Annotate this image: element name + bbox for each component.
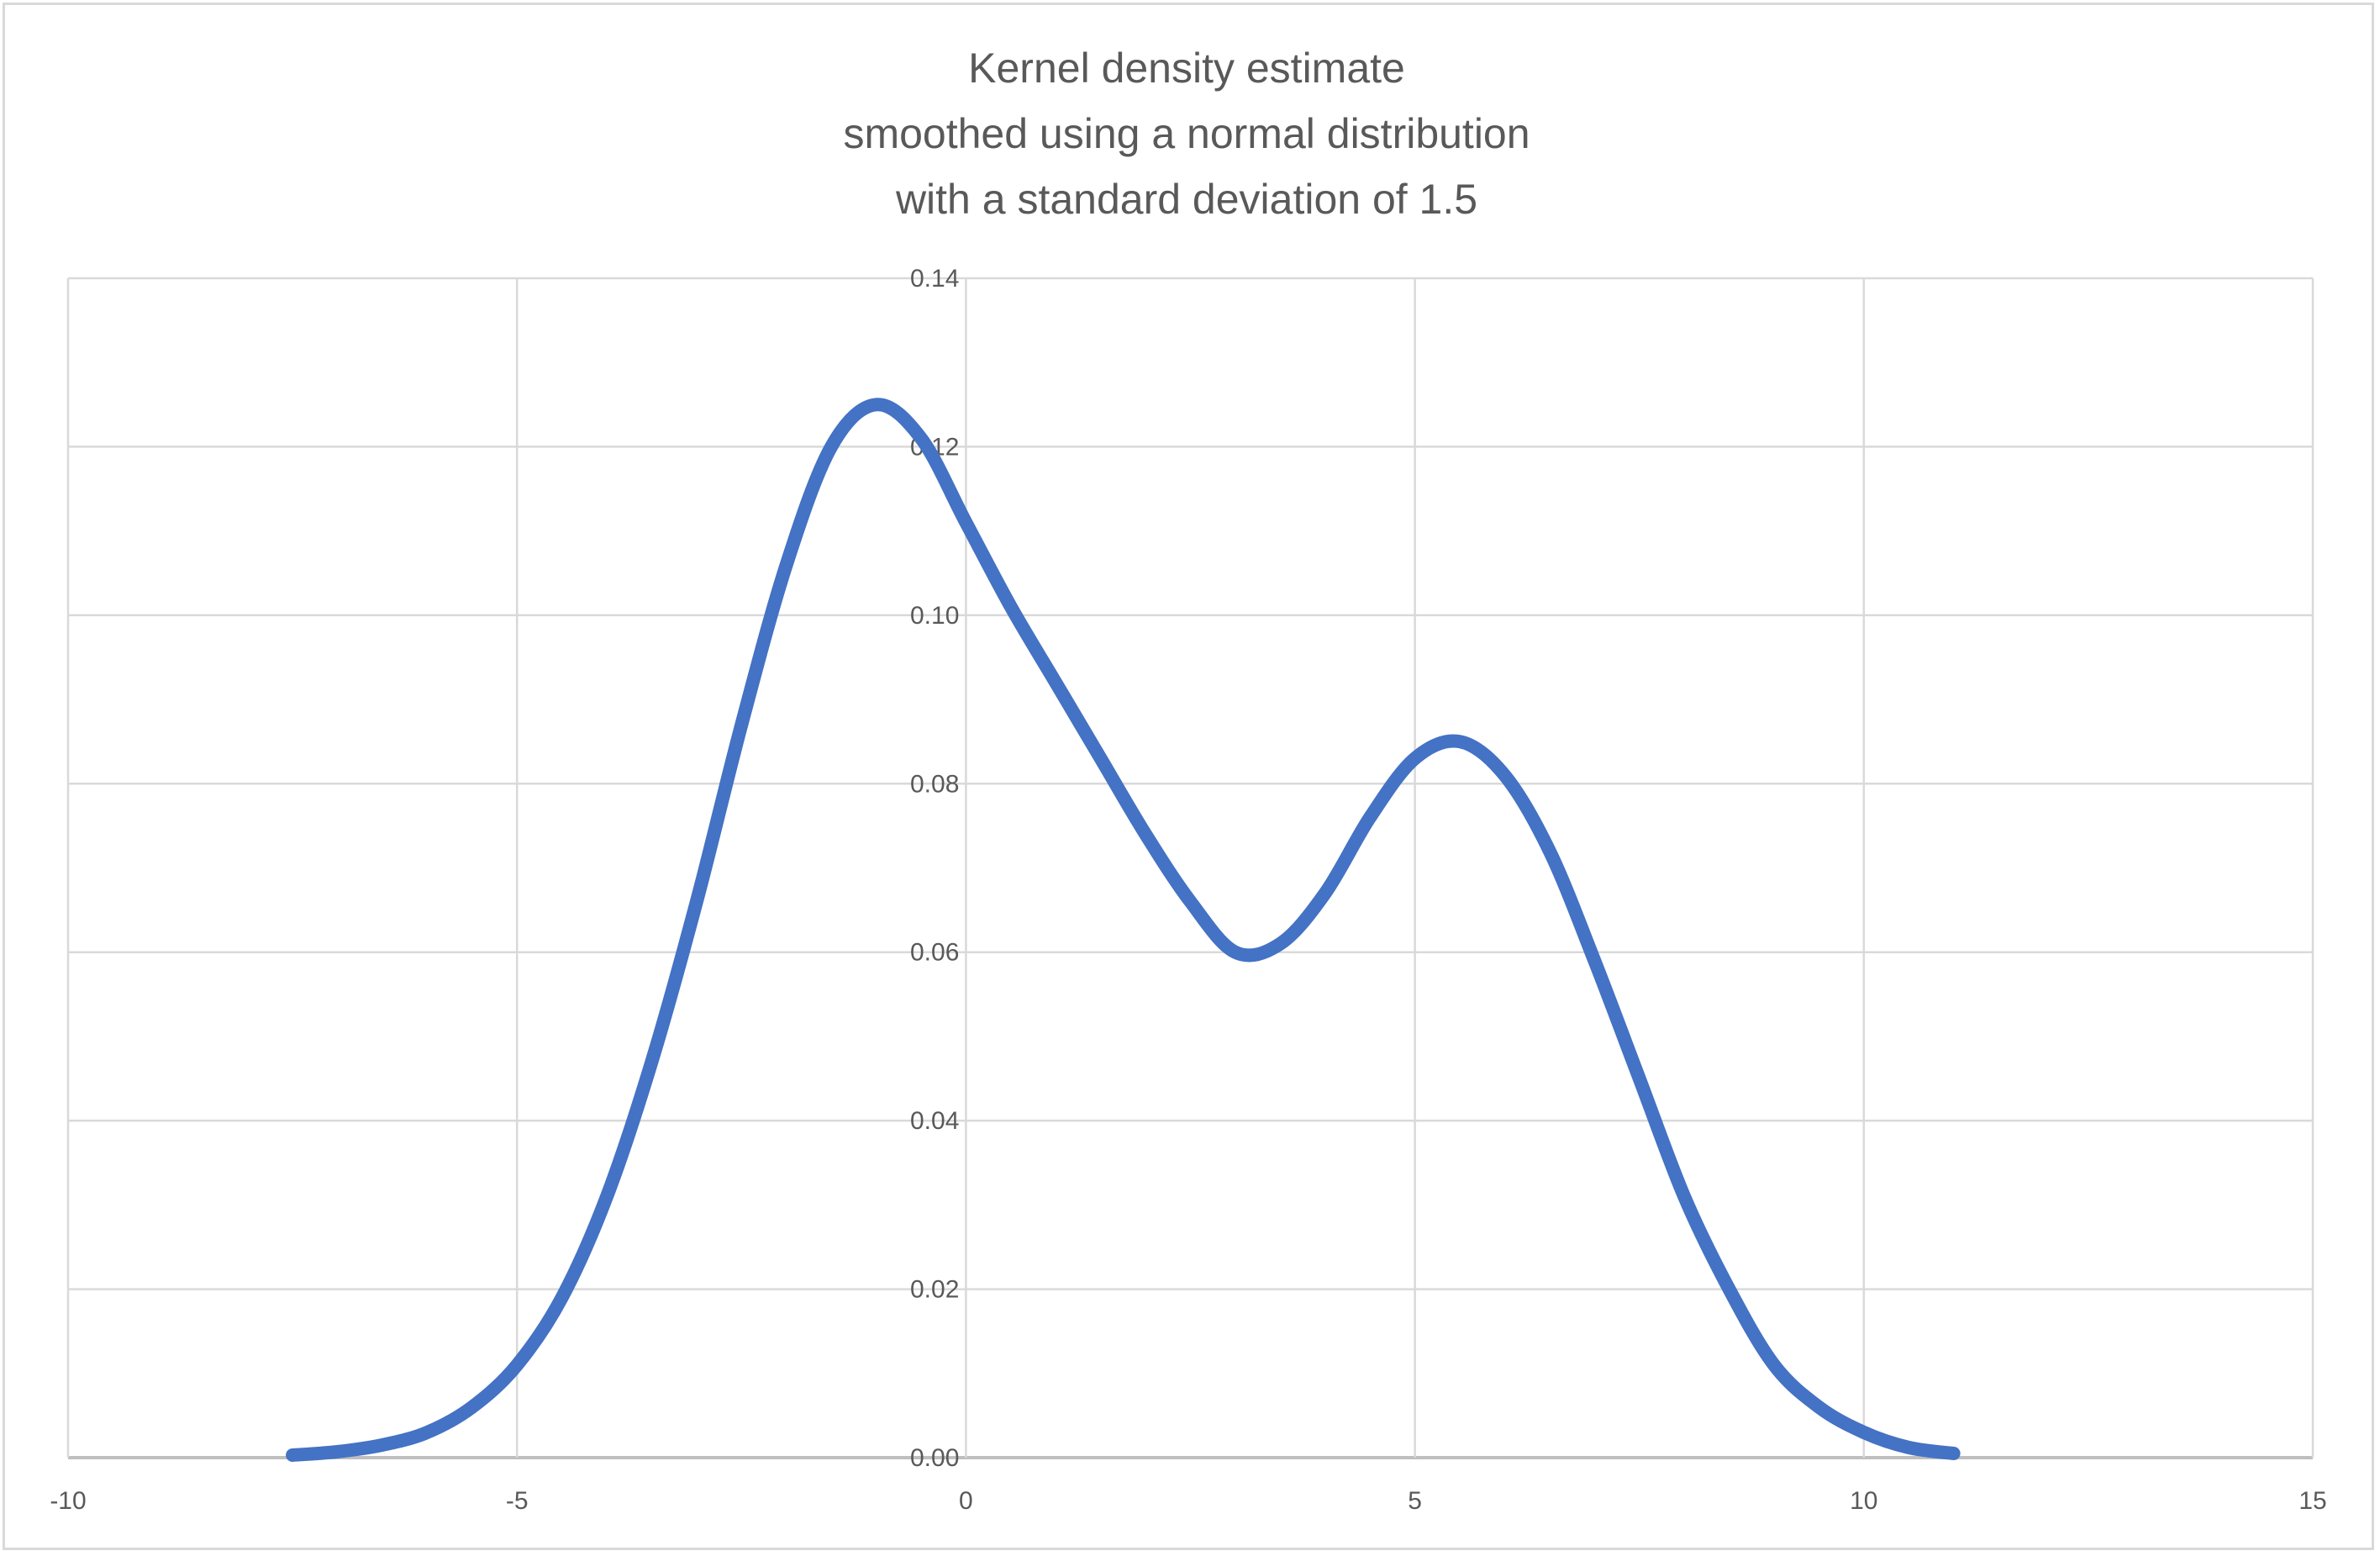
y-tick-label: 0.08 <box>910 770 959 798</box>
gridlines <box>66 277 2314 1459</box>
x-tick-label: 5 <box>1408 1487 1422 1515</box>
x-tick-label: -10 <box>50 1487 86 1515</box>
x-tick-label: -5 <box>506 1487 529 1515</box>
x-tick-label: 10 <box>1850 1487 1877 1515</box>
x-tick-label: 15 <box>2298 1487 2326 1515</box>
y-tick-label: 0.04 <box>910 1107 959 1135</box>
chart-frame <box>3 3 2374 1550</box>
chart-title-line-3: with a standard deviation of 1.5 <box>895 176 1477 223</box>
x-tick-label: 0 <box>959 1487 973 1515</box>
y-tick-label: 0.14 <box>910 265 959 293</box>
y-tick-label: 0.06 <box>910 939 959 967</box>
y-tick-label: 0.02 <box>910 1276 959 1304</box>
y-tick-label: 0.00 <box>910 1444 959 1472</box>
y-tick-label: 0.10 <box>910 602 959 630</box>
chart-title-line-1: Kernel density estimate <box>968 45 1405 92</box>
density-curve <box>286 398 1961 1462</box>
chart-title-line-2: smoothed using a normal distribution <box>843 110 1530 157</box>
series-layer <box>286 398 1961 1462</box>
tick-labels: 0.000.020.040.060.080.100.120.14-10 -5 0 5 1… <box>50 265 2326 1515</box>
